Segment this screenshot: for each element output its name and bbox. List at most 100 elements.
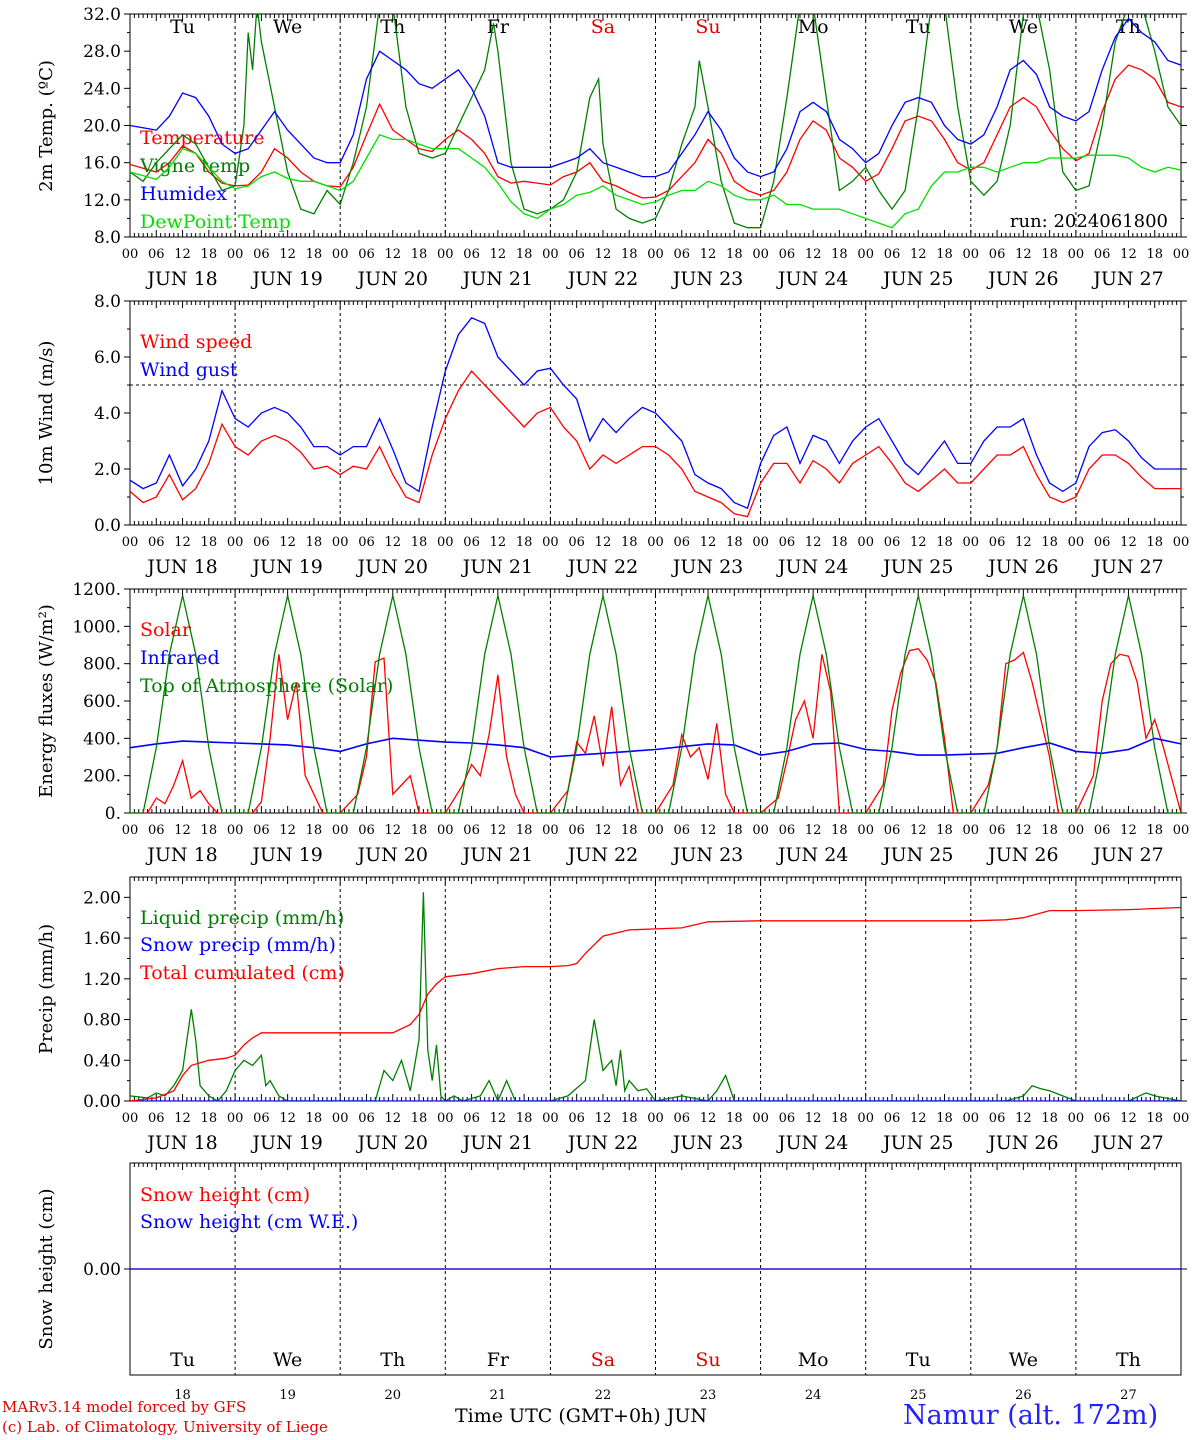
hour-tick-label: 12 [1120,823,1137,838]
hour-tick-label: 12 [805,1111,822,1126]
hour-tick-label: 00 [1173,1111,1190,1126]
weekday-label: Tu [906,1349,931,1371]
hour-tick-label: 06 [989,823,1006,838]
hour-tick-label: 18 [831,535,848,550]
y-tick-label: 0.80 [83,1011,121,1031]
hour-tick-label: 00 [227,823,244,838]
hour-tick-label: 06 [253,823,270,838]
hour-tick-label: 00 [1173,535,1190,550]
panel-2: 0.0 2.0 4.0 6.0 8.0 00 06 12 18 JUN 18 00 06 12 18 JUN… [36,292,1189,578]
hour-tick-label: 00 [647,535,664,550]
y-tick-label: 24.0 [83,79,121,99]
time-axis-label: Time UTC (GMT+0h) JUN [455,1405,707,1427]
legend-entry: Solar [140,619,192,641]
hour-tick-label: 12 [805,823,822,838]
date-label: JUN 24 [776,556,848,578]
hour-tick-label: 00 [542,823,559,838]
date-label: JUN 26 [986,844,1058,866]
day-number-label: 23 [700,1388,717,1403]
hour-tick-label: 06 [148,823,165,838]
date-label: JUN 22 [566,556,638,578]
y-tick-label: 32.0 [83,5,121,25]
hour-tick-label: 00 [437,823,454,838]
hour-tick-label: 06 [779,823,796,838]
y-tick-label: 600. [83,692,121,712]
hour-tick-label: 18 [306,247,323,262]
hour-tick-label: 00 [437,535,454,550]
hour-tick-label: 18 [516,823,533,838]
series-line [130,14,1181,229]
hour-tick-label: 12 [384,823,401,838]
station-name: Namur (alt. 172m) [903,1400,1159,1431]
y-tick-label: 12.0 [83,191,121,211]
date-label: JUN 22 [566,844,638,866]
y-tick-label: 400. [83,729,121,749]
plot-frame [129,588,1182,814]
hour-tick-label: 12 [910,535,927,550]
hour-tick-label: 00 [963,247,980,262]
legend-entry: Wind speed [140,331,252,353]
hour-tick-label: 06 [884,247,901,262]
y-axis-title: Precip (mm/h) [36,924,57,1054]
day-number-label: 26 [1015,1388,1032,1403]
y-tick-label: 2.0 [94,460,121,480]
date-label: JUN 23 [671,268,743,290]
hour-tick-label: 06 [463,1111,480,1126]
date-label: JUN 19 [250,268,322,290]
hour-tick-label: 18 [411,535,428,550]
series-line [130,17,1181,178]
hour-tick-label: 12 [384,247,401,262]
hour-tick-label: 06 [989,1111,1006,1126]
hour-tick-label: 18 [831,247,848,262]
hour-tick-label: 06 [674,1111,691,1126]
weekday-label: Su [695,1349,720,1371]
weekday-label: Th [1116,1349,1141,1371]
series-line [130,317,1181,510]
hour-tick-label: 18 [516,247,533,262]
y-tick-label: 200. [83,767,121,787]
y-axis-title: Energy fluxes (W/m²) [36,604,57,798]
legend-entry: Snow height (cm) [140,1184,310,1206]
hour-tick-label: 12 [595,535,612,550]
date-label: JUN 23 [671,556,743,578]
hour-tick-label: 18 [621,247,638,262]
hour-tick-label: 00 [122,823,139,838]
hour-tick-label: 18 [306,1111,323,1126]
date-label: JUN 19 [250,1132,322,1154]
hour-tick-label: 18 [516,1111,533,1126]
hour-tick-label: 18 [936,1111,953,1126]
hour-tick-label: 18 [831,1111,848,1126]
date-label: JUN 20 [356,1132,428,1154]
date-label: JUN 24 [776,844,848,866]
hour-tick-label: 00 [122,535,139,550]
hour-tick-label: 00 [752,1111,769,1126]
date-label: JUN 25 [881,556,953,578]
legend-entry: Temperature [140,127,264,149]
hour-tick-label: 06 [253,247,270,262]
hour-tick-label: 06 [148,535,165,550]
day-number-label: 22 [595,1388,612,1403]
hour-tick-label: 00 [963,823,980,838]
hour-tick-label: 12 [595,247,612,262]
y-tick-label: 0.0 [94,516,121,536]
hour-tick-label: 00 [122,247,139,262]
hour-tick-label: 12 [279,535,296,550]
hour-tick-label: 00 [647,1111,664,1126]
weekday-label: Fr [487,16,510,38]
date-label: JUN 26 [986,556,1058,578]
hour-tick-label: 06 [148,247,165,262]
hour-tick-label: 06 [989,535,1006,550]
legend-entry: Liquid precip (mm/h) [140,907,344,929]
hour-tick-label: 06 [989,247,1006,262]
y-tick-label: 800. [83,655,121,675]
hour-tick-label: 12 [174,247,191,262]
plot-frame [129,13,1182,238]
series-line [130,906,1181,1101]
hour-tick-label: 12 [700,823,717,838]
hour-tick-label: 18 [831,823,848,838]
hour-tick-label: 18 [621,1111,638,1126]
hour-tick-label: 18 [306,823,323,838]
hour-tick-label: 12 [279,823,296,838]
hour-tick-label: 06 [463,535,480,550]
series-line [130,737,1181,758]
